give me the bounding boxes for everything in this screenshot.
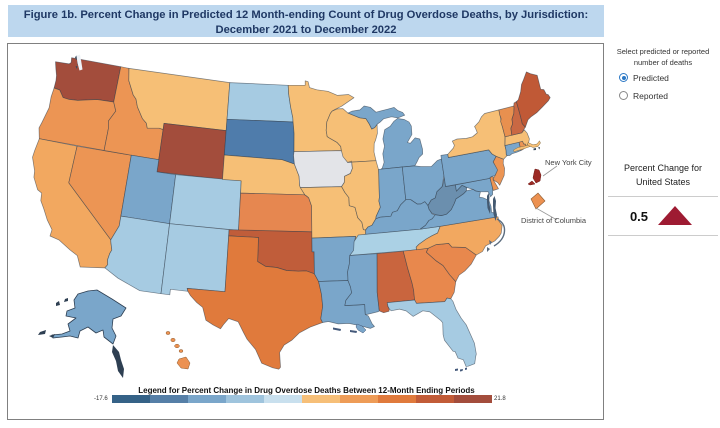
svg-text:New York City: New York City — [545, 158, 592, 167]
svg-text:District of Columbia: District of Columbia — [521, 216, 587, 225]
